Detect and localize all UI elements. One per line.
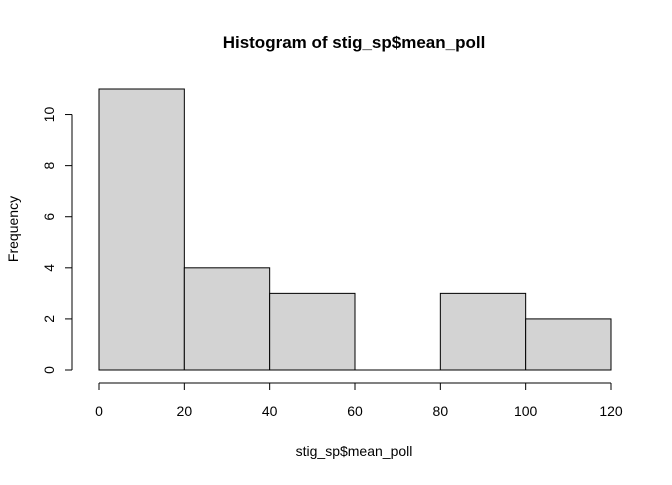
x-tick-label: 0 [95, 403, 103, 419]
histogram-bar [98, 88, 185, 371]
y-tick-label: 4 [41, 264, 57, 272]
histogram-bar [183, 267, 271, 371]
bars-group [98, 88, 612, 371]
y-tick-label: 6 [41, 213, 57, 221]
x-tick-label: 40 [262, 403, 278, 419]
histogram-bar [525, 318, 612, 371]
y-tick-label: 2 [41, 315, 57, 323]
x-axis-label: stig_sp$mean_poll [296, 443, 413, 459]
x-tick-label: 60 [347, 403, 363, 419]
x-tick-label: 120 [599, 403, 623, 419]
x-tick-label: 100 [514, 403, 538, 419]
histogram-bar [269, 292, 356, 371]
y-axis-label: Frequency [5, 196, 21, 262]
y-axis: 0 2 4 6 8 10 [41, 107, 73, 374]
x-tick-label: 80 [433, 403, 449, 419]
chart-title: Histogram of stig_sp$mean_poll [223, 33, 486, 52]
x-axis: 0 20 40 60 80 100 120 [95, 382, 623, 419]
y-tick-label: 10 [41, 107, 57, 123]
histogram-bar [439, 292, 527, 371]
y-tick-label: 0 [41, 366, 57, 374]
y-tick-label: 8 [41, 162, 57, 170]
x-tick-label: 20 [177, 403, 193, 419]
